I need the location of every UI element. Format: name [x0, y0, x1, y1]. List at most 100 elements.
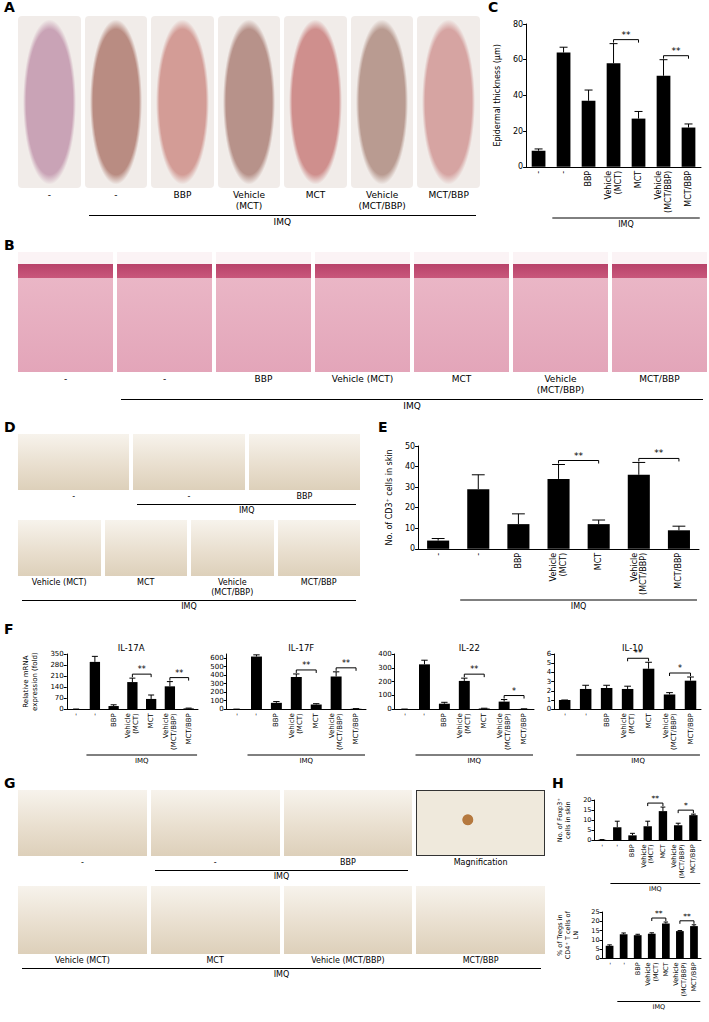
svg-text:0: 0	[595, 954, 599, 962]
svg-text:MCT: MCT	[594, 553, 603, 570]
svg-text:4: 4	[547, 668, 552, 676]
svg-text:5: 5	[547, 659, 551, 667]
svg-text:IMQ: IMQ	[135, 757, 149, 765]
svg-text:MCT: MCT	[147, 712, 155, 728]
svg-text:400: 400	[378, 650, 391, 658]
svg-text:-: -	[420, 713, 428, 716]
svg-text:50: 50	[405, 442, 415, 451]
svg-text:*: *	[684, 801, 688, 810]
svg-text:280: 280	[50, 661, 63, 669]
svg-text:MCT/BBP: MCT/BBP	[674, 553, 683, 589]
svg-text:0: 0	[410, 544, 415, 553]
svg-text:MCT/BBP: MCT/BBP	[689, 844, 697, 873]
svg-text:*: *	[512, 687, 516, 696]
svg-text:cells in skin: cells in skin	[564, 801, 572, 839]
svg-text:IL-10: IL-10	[622, 643, 643, 653]
svg-text:-: -	[401, 713, 409, 716]
svg-text:Vehicle: Vehicle	[620, 713, 628, 738]
svg-text:-: -	[474, 553, 483, 556]
svg-text:0: 0	[219, 705, 223, 713]
svg-text:Epidermal thickness (μm): Epidermal thickness (μm)	[493, 44, 502, 146]
svg-text:Vehicle: Vehicle	[662, 713, 670, 738]
svg-text:25: 25	[591, 908, 599, 916]
svg-text:IL-22: IL-22	[459, 643, 480, 653]
svg-text:(MCT): (MCT)	[296, 713, 304, 734]
svg-text:MCT/BBP: MCT/BBP	[687, 713, 695, 744]
svg-text:MCT: MCT	[645, 712, 653, 728]
svg-text:350: 350	[50, 650, 63, 658]
svg-text:30: 30	[405, 483, 415, 492]
svg-text:-: -	[534, 171, 543, 174]
svg-text:IMQ: IMQ	[618, 220, 634, 229]
svg-text:15: 15	[583, 806, 591, 814]
svg-text:10: 10	[583, 816, 591, 824]
svg-text:IMQ: IMQ	[299, 757, 313, 765]
svg-text:5: 5	[587, 826, 591, 834]
svg-text:IMQ: IMQ	[652, 1003, 665, 1011]
svg-text:0: 0	[59, 705, 63, 713]
svg-text:(MCT/BBP): (MCT/BBP)	[170, 713, 178, 750]
svg-text:(MCT): (MCT)	[559, 553, 568, 577]
svg-text:(MCT/BBP): (MCT/BBP)	[336, 713, 344, 750]
svg-text:5: 5	[595, 945, 599, 953]
svg-text:40: 40	[405, 462, 415, 471]
svg-text:(MCT/BBP): (MCT/BBP)	[504, 713, 512, 750]
svg-text:140: 140	[50, 683, 63, 691]
svg-text:BBP: BBP	[272, 713, 280, 727]
svg-text:MCT: MCT	[659, 844, 667, 858]
svg-text:MCT/BBP: MCT/BBP	[690, 962, 698, 991]
svg-text:100: 100	[210, 697, 223, 705]
svg-text:IMQ: IMQ	[467, 757, 481, 765]
svg-text:(MCT): (MCT)	[652, 962, 660, 981]
svg-text:70: 70	[55, 694, 64, 702]
svg-text:200: 200	[378, 678, 391, 686]
svg-text:MCT/BBP: MCT/BBP	[684, 171, 693, 207]
svg-text:MCT: MCT	[662, 962, 670, 976]
svg-text:CD4⁺ T cells of: CD4⁺ T cells of	[564, 910, 572, 959]
svg-text:400: 400	[210, 671, 223, 679]
svg-text:-: -	[434, 553, 443, 556]
svg-text:(MCT): (MCT)	[132, 713, 140, 734]
svg-text:500: 500	[210, 663, 223, 671]
svg-text:-: -	[233, 713, 241, 716]
svg-text:(MCT/BBP): (MCT/BBP)	[680, 962, 688, 996]
svg-text:BBP: BBP	[634, 962, 642, 975]
svg-text:10: 10	[405, 524, 415, 533]
svg-text:15: 15	[591, 927, 599, 935]
svg-text:20: 20	[405, 503, 415, 512]
svg-text:-: -	[613, 844, 621, 847]
svg-text:-: -	[72, 713, 80, 716]
svg-text:**: **	[175, 669, 183, 678]
svg-text:**: **	[672, 46, 682, 56]
svg-text:No. of Foxp3⁺: No. of Foxp3⁺	[556, 798, 564, 842]
svg-text:IL-17A: IL-17A	[118, 643, 145, 653]
svg-text:No. of CD3⁺ cells in skin: No. of CD3⁺ cells in skin	[385, 449, 394, 545]
svg-text:3: 3	[547, 678, 551, 686]
svg-text:IMQ: IMQ	[649, 885, 662, 893]
svg-text:**: **	[655, 909, 663, 918]
svg-text:% of Tregs in: % of Tregs in	[556, 914, 564, 956]
svg-text:MCT: MCT	[312, 712, 320, 728]
svg-text:100: 100	[378, 691, 391, 699]
svg-text:300: 300	[210, 680, 223, 688]
svg-text:Vehicle: Vehicle	[162, 713, 170, 738]
svg-text:MCT/BBP: MCT/BBP	[352, 713, 360, 744]
svg-text:0: 0	[587, 836, 591, 844]
svg-text:0: 0	[387, 705, 391, 713]
svg-text:(MCT/BBP): (MCT/BBP)	[639, 553, 648, 595]
svg-text:**: **	[652, 794, 660, 803]
svg-text:-: -	[620, 962, 628, 965]
svg-text:**: **	[302, 661, 310, 670]
svg-text:Vehicle: Vehicle	[288, 713, 296, 738]
svg-text:-: -	[559, 171, 568, 174]
svg-text:80: 80	[513, 20, 523, 29]
svg-text:expression (fold): expression (fold)	[31, 652, 39, 711]
svg-text:-: -	[91, 713, 99, 716]
svg-text:MCT: MCT	[634, 171, 643, 188]
svg-text:IL-17F: IL-17F	[288, 643, 314, 653]
svg-text:600: 600	[210, 654, 223, 662]
svg-text:(MCT): (MCT)	[614, 171, 623, 195]
svg-text:0: 0	[547, 705, 551, 713]
svg-text:20: 20	[591, 917, 599, 925]
svg-text:Vehicle: Vehicle	[604, 171, 613, 200]
